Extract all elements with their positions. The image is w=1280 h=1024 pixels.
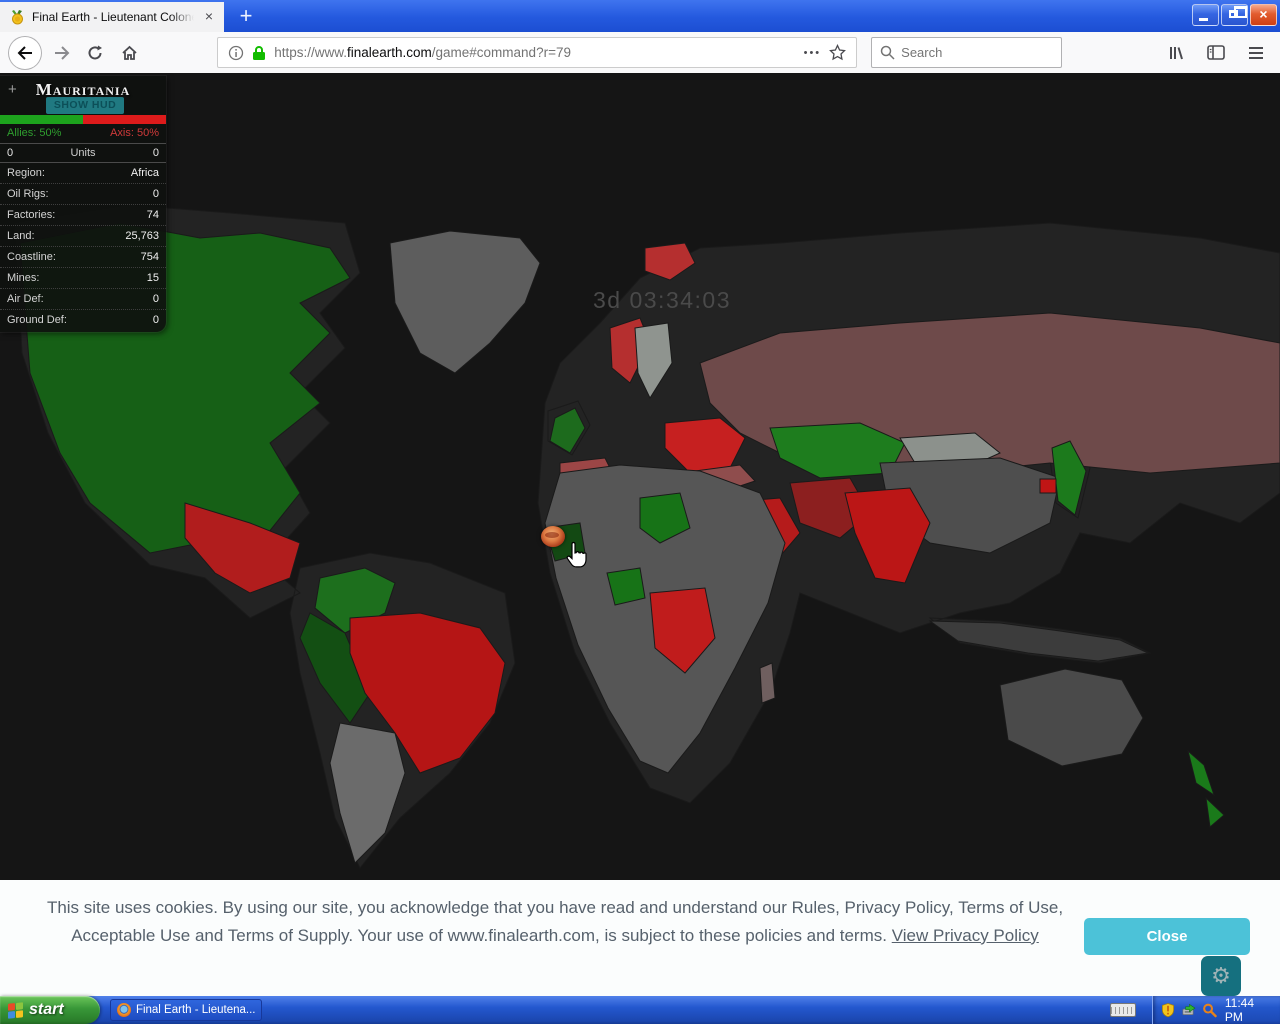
hud-header: + Mauritania Show Hud <box>0 76 166 114</box>
units-left-value: 0 <box>7 147 14 159</box>
allies-bar-segment <box>0 115 83 124</box>
home-button[interactable] <box>113 37 145 69</box>
game-timer: 3d 03:34:03 <box>593 287 732 313</box>
task-button-label: Final Earth - Lieutena... <box>135 1004 255 1016</box>
forward-button[interactable] <box>46 37 78 69</box>
units-right-value: 0 <box>152 147 159 159</box>
hud-expand-button[interactable]: + <box>8 81 17 98</box>
hud-row-land: Land: 25,763 <box>0 226 166 247</box>
keyboard-layout-icon[interactable] <box>1110 1003 1136 1017</box>
hud-row-mines: Mines: 15 <box>0 268 166 289</box>
hud-row-ground-def: Ground Def: 0 <box>7 314 159 326</box>
map-region-new-zealand[interactable] <box>1187 749 1225 828</box>
hud-row-factories: Factories: 74 <box>0 205 166 226</box>
map-region-india[interactable] <box>844 487 931 584</box>
hamburger-icon <box>1249 46 1264 59</box>
search-icon <box>880 45 895 60</box>
firefox-icon <box>117 1003 131 1017</box>
show-hud-button[interactable]: Show Hud <box>46 97 124 114</box>
tab-title: Final Earth - Lieutenant Colonel Vn <box>32 10 194 24</box>
menu-button[interactable] <box>1240 37 1272 69</box>
sidebar-icon <box>1207 45 1225 60</box>
map-region-korea[interactable] <box>1039 478 1057 494</box>
map-region-mexico[interactable] <box>184 502 301 594</box>
map-region-sweden-finland[interactable] <box>634 322 673 400</box>
map-region-greenland[interactable] <box>389 230 541 374</box>
allies-percent-label: Allies: 50% <box>7 127 62 139</box>
taskbar-task-button[interactable]: Final Earth - Lieutena... <box>110 999 262 1021</box>
map-region-peru[interactable] <box>299 612 371 724</box>
hand-cursor-icon <box>566 541 587 568</box>
sidebar-button[interactable] <box>1200 37 1232 69</box>
map-region-brazil[interactable] <box>349 612 506 774</box>
page-actions-icon[interactable]: ••• <box>803 46 822 59</box>
map-region-japan[interactable] <box>1051 440 1087 516</box>
windows-flag-icon <box>8 1001 23 1019</box>
privacy-policy-link[interactable]: View Privacy Policy <box>891 925 1039 945</box>
map-region-australia[interactable] <box>999 668 1144 767</box>
hud-row-air-def: Air Def: 0 <box>0 289 166 310</box>
cookie-settings-button[interactable]: ⚙ <box>1201 956 1241 996</box>
cookie-close-button[interactable]: Close <box>1084 918 1250 955</box>
map-region-indonesia[interactable] <box>928 620 1150 662</box>
hud-row-oil-rigs: Oil Rigs: 0 <box>0 184 166 205</box>
medal-favicon <box>12 10 23 25</box>
url-text: https://www.finalearth.com/game#command?… <box>274 45 571 60</box>
explosion-marker-icon[interactable] <box>541 526 565 547</box>
back-arrow-icon <box>17 45 32 60</box>
home-icon <box>122 45 137 60</box>
search-input[interactable] <box>901 45 1032 60</box>
page-info-icon[interactable] <box>228 45 244 61</box>
magnifier-tray-icon[interactable] <box>1202 1002 1217 1018</box>
map-region-iceland[interactable] <box>644 242 696 281</box>
close-window-button[interactable]: × <box>1250 4 1277 26</box>
hud-country-title: Mauritania <box>35 80 131 99</box>
taskbar-clock: 11:44 PM <box>1224 996 1255 1024</box>
cookie-message: This site uses cookies. By using our sit… <box>46 898 1064 945</box>
back-button[interactable] <box>8 35 42 70</box>
system-tray: 11:44 PM <box>1152 996 1280 1024</box>
game-viewport[interactable]: 3d 03:34:03 + Mauritania Show Hud Allies… <box>0 73 1280 880</box>
map-region-madagascar[interactable] <box>759 662 776 704</box>
axis-percent-label: Axis: 50% <box>110 127 159 139</box>
https-lock-icon[interactable] <box>252 45 266 61</box>
url-bar[interactable]: https://www.finalearth.com/game#command?… <box>217 37 858 68</box>
window-controls: × <box>1192 4 1277 26</box>
axis-bar-segment <box>83 115 166 124</box>
map-region-nigeria[interactable] <box>606 567 646 606</box>
units-row: 0 Units 0 <box>0 143 166 163</box>
minimize-button[interactable] <box>1192 4 1219 26</box>
new-tab-button[interactable]: + <box>239 3 253 28</box>
hud-row-coastline: Coastline: 754 <box>0 247 166 268</box>
allies-axis-bar <box>0 115 166 124</box>
safely-remove-hardware-icon[interactable] <box>1181 1003 1196 1017</box>
restore-button[interactable] <box>1221 4 1248 26</box>
tab-close-icon[interactable]: × <box>204 8 214 24</box>
cookie-banner: This site uses cookies. By using our sit… <box>0 880 1280 996</box>
map-region-libya[interactable] <box>639 492 691 544</box>
library-icon <box>1169 46 1183 59</box>
window-titlebar: Final Earth - Lieutenant Colonel Vn × + … <box>0 0 1280 32</box>
start-label: start <box>29 1001 64 1018</box>
reload-button[interactable] <box>80 37 112 69</box>
taskbar: start Final Earth - Lieutena... 11:44 PM <box>0 996 1280 1024</box>
gear-icon: ⚙ <box>1211 963 1231 989</box>
nav-toolbar: https://www.finalearth.com/game#command?… <box>0 32 1280 73</box>
map-region-uk-ireland[interactable] <box>549 407 586 454</box>
library-button[interactable] <box>1160 37 1192 69</box>
browser-tab[interactable]: Final Earth - Lieutenant Colonel Vn × <box>0 2 224 32</box>
world-map[interactable] <box>0 73 1280 880</box>
reload-icon <box>89 45 103 59</box>
security-alert-shield-icon[interactable] <box>1161 1002 1175 1018</box>
bookmark-star-icon[interactable] <box>829 44 847 61</box>
start-button[interactable]: start <box>0 996 100 1024</box>
country-hud-panel: + Mauritania Show Hud Allies: 50% Axis: … <box>0 76 166 332</box>
hud-row-region: Region: Africa <box>0 163 166 184</box>
map-region-argentina[interactable] <box>329 722 406 864</box>
map-region-drc[interactable] <box>649 587 716 674</box>
forward-arrow-icon <box>54 45 70 60</box>
search-box[interactable] <box>871 37 1063 68</box>
units-label: Units <box>70 147 96 159</box>
